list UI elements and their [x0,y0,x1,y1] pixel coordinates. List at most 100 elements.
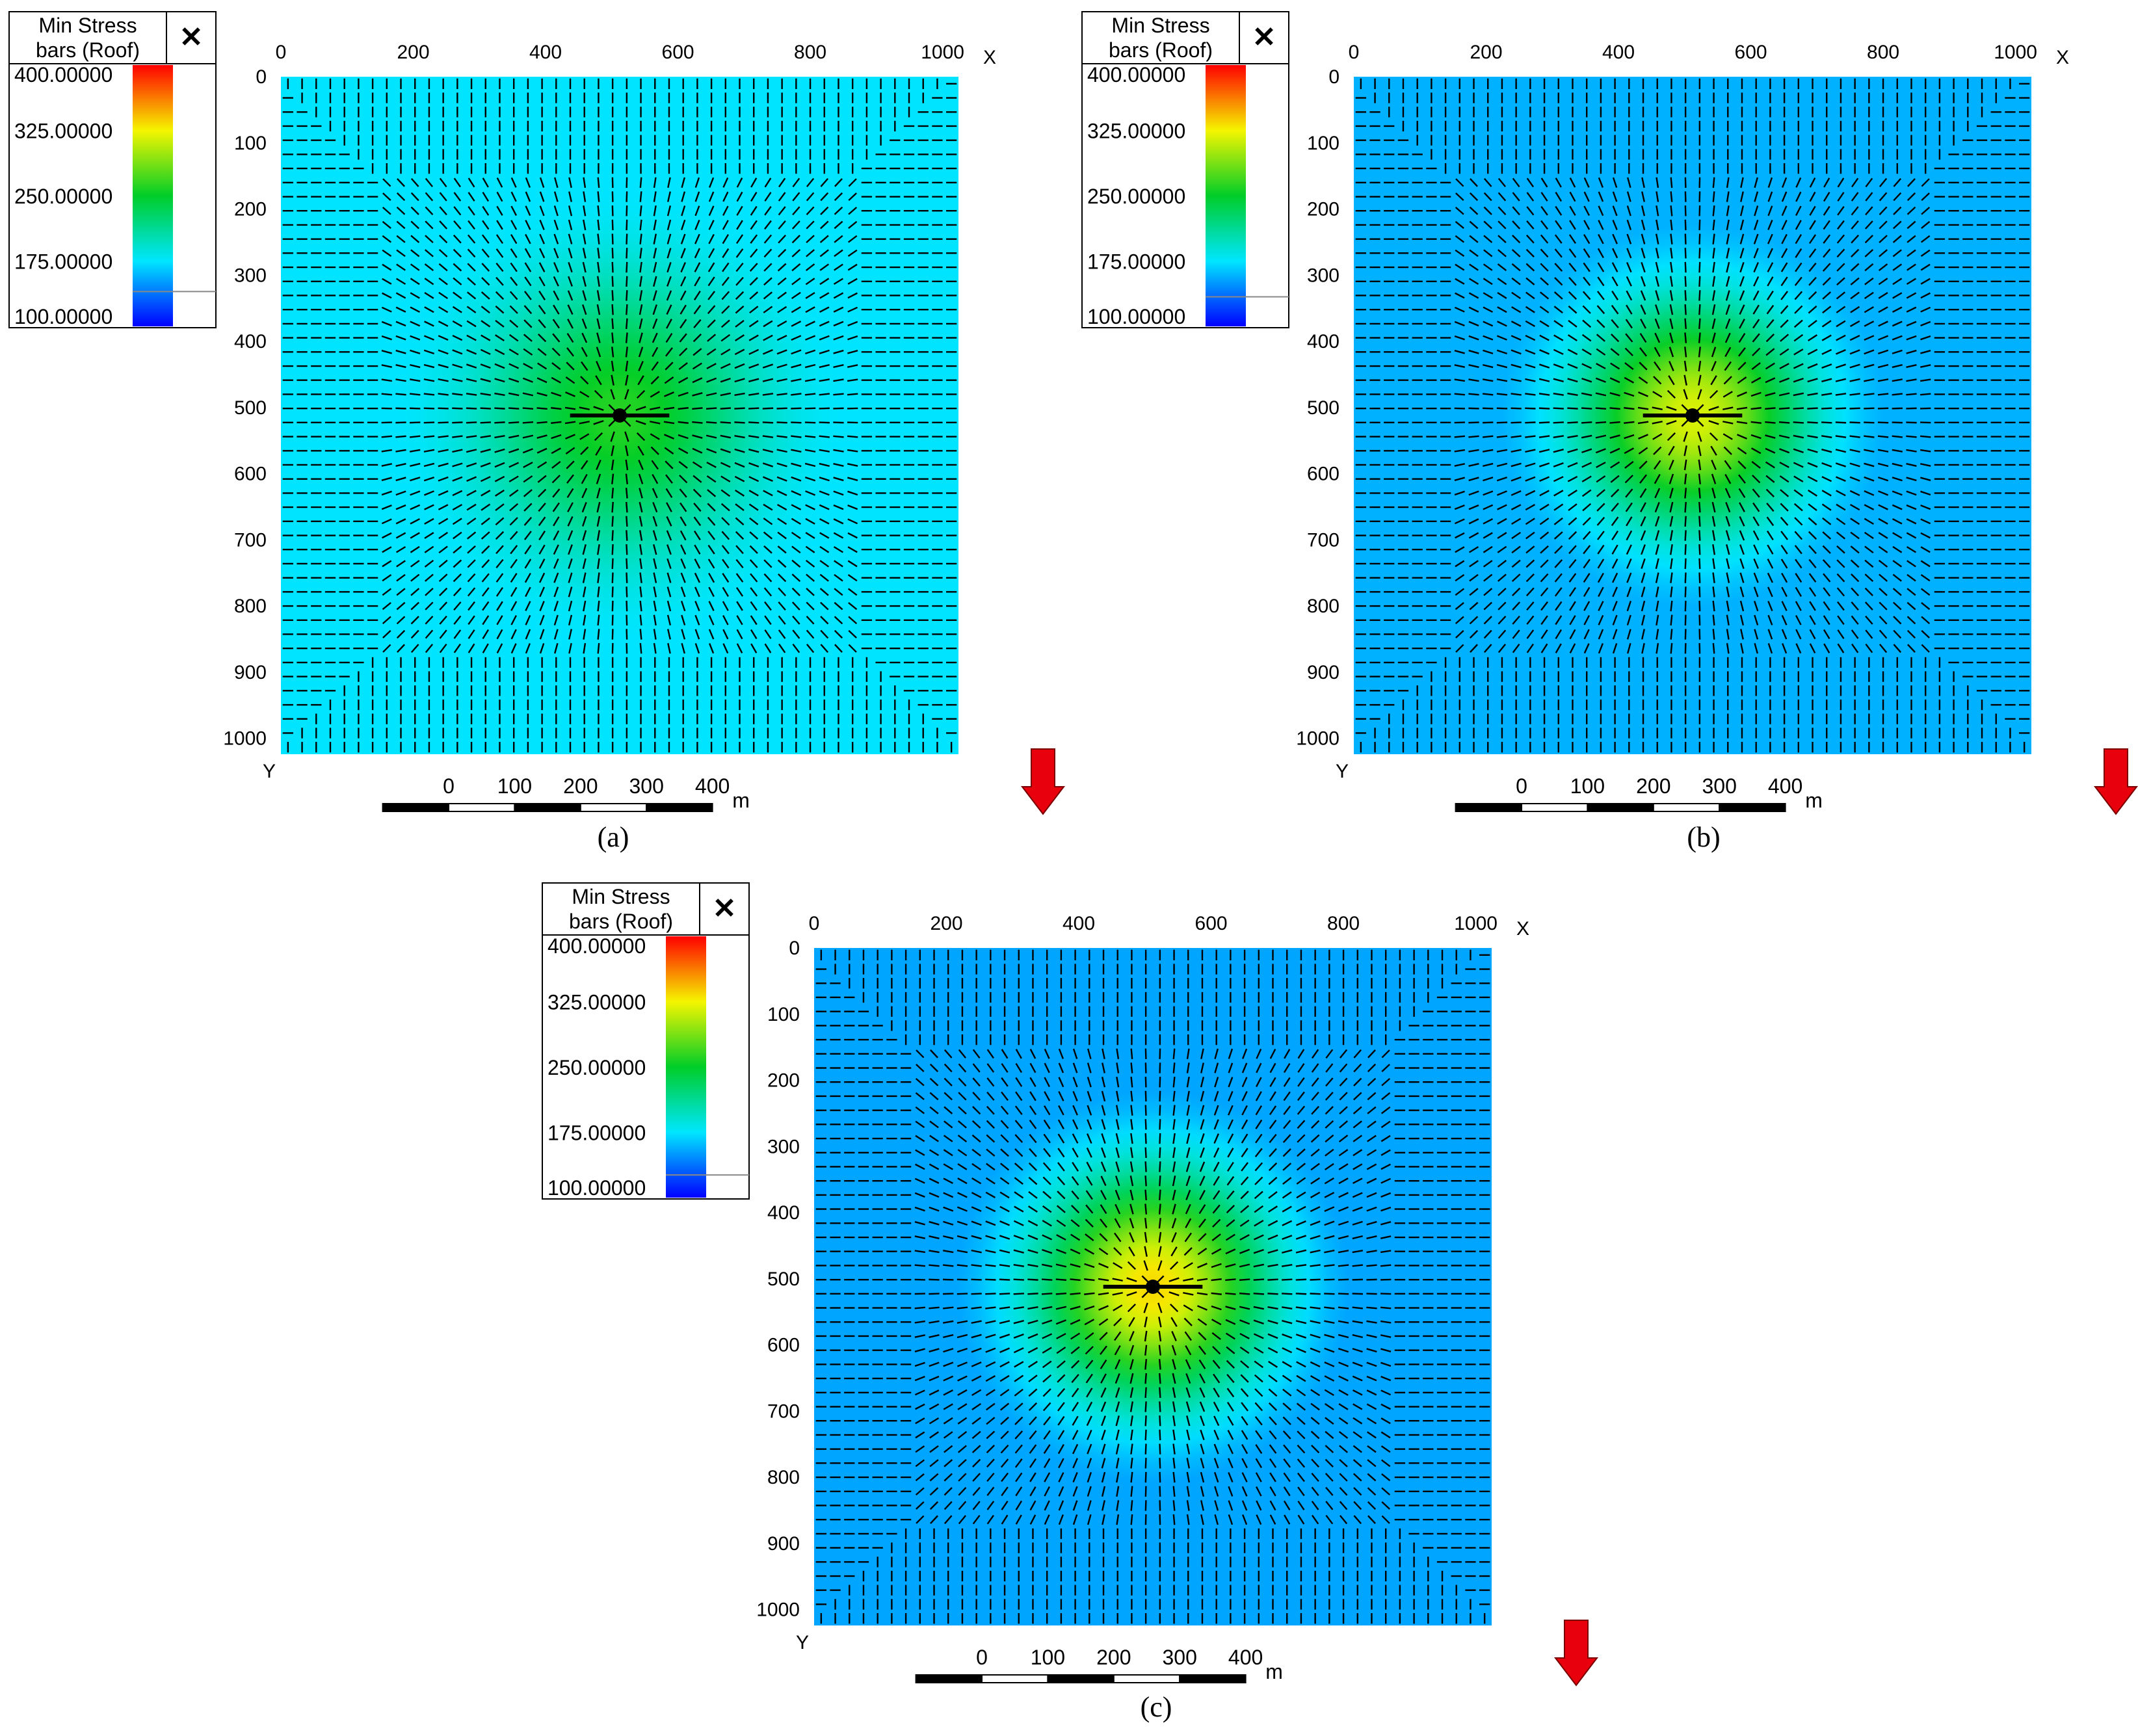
legend-title-line2: bars (Roof) [569,910,673,933]
y-axis-label: Y [263,761,276,782]
y-tick-label: 800 [1307,596,1340,617]
y-tick-label: 100 [234,133,267,154]
scale-bar-unit: m [1265,1660,1283,1683]
legend-tick-label: 175.00000 [548,1122,646,1145]
legend-tick-label: 100.00000 [14,305,112,328]
scale-bar-tick-label: 0 [443,774,455,798]
x-tick-label: 800 [1867,42,1899,63]
well-point [1685,408,1700,423]
y-tick-label: 100 [1307,133,1340,154]
y-tick-label: 200 [767,1070,800,1092]
legend-tick-label: 175.00000 [1087,250,1185,274]
scale-bar-tick-label: 200 [563,774,598,798]
y-tick-label: 800 [234,596,267,617]
y-tick-label: 200 [234,199,267,220]
scale-bar-tick-label: 100 [1570,774,1605,798]
y-tick-label: 0 [1328,66,1340,88]
y-tick-label: 1000 [223,728,267,750]
well-point [613,408,627,423]
legend-title-line1: Min Stress [1111,14,1209,37]
legend-title-line1: Min Stress [38,14,137,37]
legend-color-bar [666,936,706,1198]
scale-bar-tick-label: 400 [1228,1646,1263,1669]
scale-bar-tick-label: 100 [1031,1646,1065,1669]
scale-bar-tick-label: 300 [629,774,664,798]
scale-bar-tick-label: 0 [976,1646,988,1669]
y-tick-label: 800 [767,1467,800,1488]
x-tick-label: 400 [1062,913,1095,934]
x-tick-label: 600 [1735,42,1767,63]
x-tick-label: 400 [1602,42,1635,63]
x-tick-label: 200 [930,913,962,934]
y-tick-label: 900 [234,662,267,683]
y-tick-label: 500 [767,1269,800,1290]
legend-tick-label: 325.00000 [548,991,646,1014]
x-tick-label: 1000 [921,42,964,63]
y-tick-label: 600 [767,1335,800,1356]
y-tick-label: 100 [767,1004,800,1025]
scale-bar-tick-label: 300 [1163,1646,1197,1669]
x-tick-label: 600 [662,42,694,63]
scale-bar-tick-label: 200 [1636,774,1670,798]
scale-bar-tick-label: 100 [497,774,532,798]
y-tick-label: 600 [234,464,267,485]
x-tick-label: 200 [1470,42,1502,63]
y-tick-label: 1000 [1296,728,1340,750]
legend-tick-label: 400.00000 [14,63,112,86]
red-arrow-icon [1022,749,1064,814]
close-icon[interactable]: ✕ [1252,21,1276,53]
y-tick-label: 400 [234,331,267,352]
x-tick-label: 0 [809,913,820,934]
x-axis-label: X [2056,47,2069,68]
legend-color-bar [1206,65,1246,326]
x-tick-label: 400 [529,42,562,63]
x-tick-label: 800 [794,42,826,63]
y-tick-label: 600 [1307,464,1340,485]
y-tick-label: 700 [767,1401,800,1422]
well-point [1146,1280,1160,1294]
legend-tick-label: 400.00000 [548,934,646,958]
x-tick-label: 800 [1327,913,1360,934]
legend-tick-label: 100.00000 [548,1176,646,1200]
legend-title-line2: bars (Roof) [36,38,140,62]
x-axis-label: X [983,47,996,68]
y-tick-label: 900 [1307,662,1340,683]
x-tick-label: 1000 [1994,42,2037,63]
y-tick-label: 900 [767,1533,800,1555]
close-icon[interactable]: ✕ [179,21,204,53]
y-axis-label: Y [1336,761,1349,782]
y-tick-label: 700 [1307,529,1340,551]
y-tick-label: 300 [1307,265,1340,286]
y-tick-label: 500 [1307,397,1340,419]
y-axis-label: Y [796,1632,809,1653]
x-tick-label: 1000 [1454,913,1498,934]
scale-bar-unit: m [1805,789,1823,812]
y-tick-label: 500 [234,397,267,419]
legend-tick-label: 250.00000 [548,1056,646,1079]
y-tick-label: 300 [234,265,267,286]
y-tick-label: 200 [1307,199,1340,220]
x-tick-label: 600 [1195,913,1228,934]
x-tick-label: 0 [276,42,287,63]
scale-bar-tick-label: 400 [1768,774,1802,798]
scale-bar-tick-label: 300 [1702,774,1737,798]
y-tick-label: 0 [256,66,267,88]
x-axis-label: X [1516,918,1529,940]
red-arrow-icon [2095,749,2137,814]
legend-tick-label: 175.00000 [14,250,112,274]
caption-a: (a) [548,821,678,854]
close-icon[interactable]: ✕ [713,893,737,925]
y-tick-label: 1000 [756,1599,800,1621]
scale-bar-tick-label: 0 [1516,774,1527,798]
x-tick-label: 200 [397,42,429,63]
